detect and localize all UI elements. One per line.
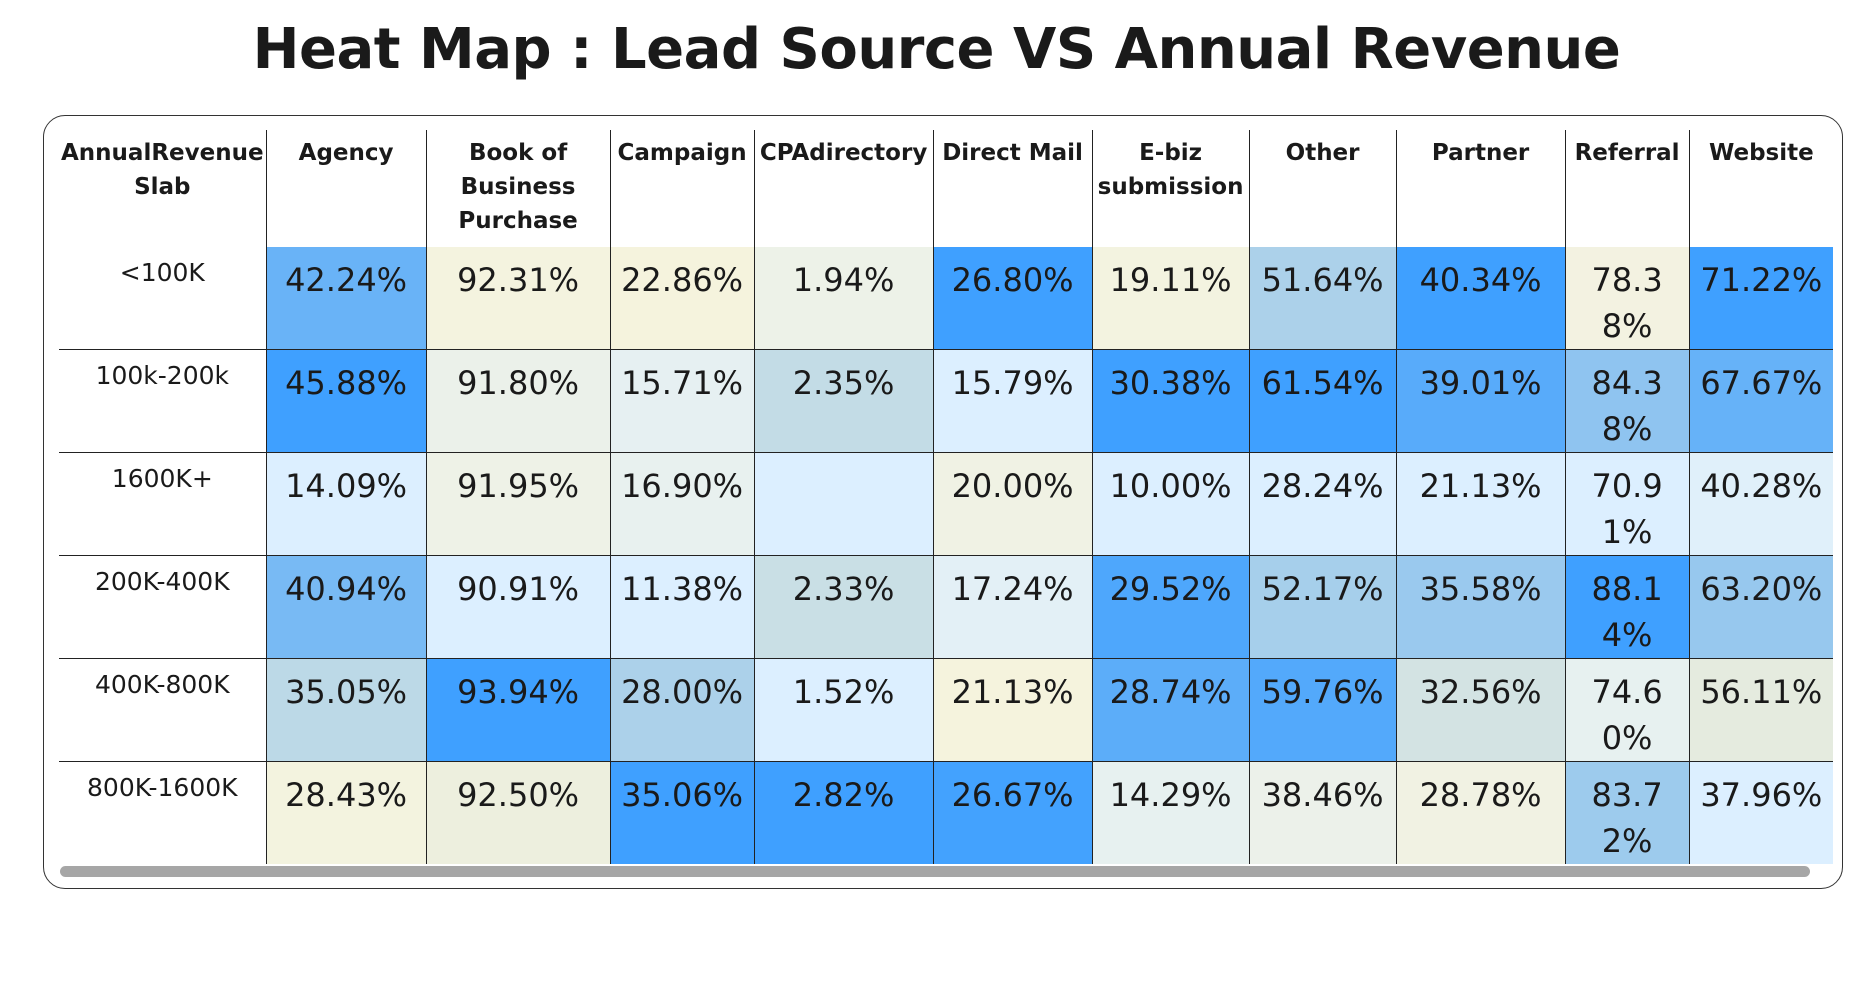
heatmap-row: 800K-1600K 28.43% 92.50% 35.06% 2.82% 26.67% 1… (59, 761, 1834, 864)
heatmap-cell: 28.24% (1249, 452, 1397, 556)
heatmap-cell: 16.90% (610, 452, 755, 556)
heatmap-row: <100K 42.24% 92.31% 22.86% 1.94% 26.80% 19.11%… (59, 247, 1834, 350)
heatmap-cell: 51.64% (1249, 247, 1397, 350)
heatmap-cell: 28.74% (1092, 658, 1250, 762)
column-header: Website (1689, 130, 1834, 247)
column-header: Campaign (610, 130, 755, 247)
heatmap-cell: 17.24% (933, 555, 1093, 659)
heatmap-cell: 71.22% (1689, 247, 1834, 350)
heatmap-cell (754, 452, 934, 556)
column-header: Other (1249, 130, 1397, 247)
heatmap-table: AnnualRevenue Slab Agency Book of Busine… (59, 130, 1834, 864)
heatmap-row: 1600K+ 14.09% 91.95% 16.90% 20.00% 10.00% 28.2… (59, 452, 1834, 556)
column-header: Partner (1396, 130, 1566, 247)
heatmap-cell: 74.60% (1565, 658, 1690, 762)
heatmap-cell: 35.05% (266, 658, 427, 762)
heatmap-cell: 56.11% (1689, 658, 1834, 762)
heatmap-cell: 83.72% (1565, 761, 1690, 864)
heatmap-cell: 28.78% (1396, 761, 1566, 864)
heatmap-cell: 19.11% (1092, 247, 1250, 350)
column-header: E-biz submission (1092, 130, 1250, 247)
heatmap-cell: 28.43% (266, 761, 427, 864)
heatmap-cell: 90.91% (426, 555, 611, 659)
row-label: 400K-800K (59, 658, 267, 762)
heatmap-cell: 14.09% (266, 452, 427, 556)
heatmap-cell: 26.67% (933, 761, 1093, 864)
heatmap-row: 200K-400K 40.94% 90.91% 11.38% 2.33% 17.24% 29… (59, 555, 1834, 659)
heatmap-cell: 21.13% (1396, 452, 1566, 556)
heatmap-cell: 92.31% (426, 247, 611, 350)
heatmap-cell: 28.00% (610, 658, 755, 762)
column-header: Referral (1565, 130, 1690, 247)
heatmap-cell: 10.00% (1092, 452, 1250, 556)
horizontal-scrollbar[interactable] (60, 866, 1810, 877)
heatmap-cell: 30.38% (1092, 349, 1250, 453)
row-header: AnnualRevenue Slab (59, 130, 267, 247)
row-label: 100k-200k (59, 349, 267, 453)
heatmap-cell: 21.13% (933, 658, 1093, 762)
heatmap-cell: 37.96% (1689, 761, 1834, 864)
heatmap-cell: 88.14% (1565, 555, 1690, 659)
heatmap-cell: 59.76% (1249, 658, 1397, 762)
heatmap-cell: 67.67% (1689, 349, 1834, 453)
row-label: 200K-400K (59, 555, 267, 659)
heatmap-cell: 1.52% (754, 658, 934, 762)
column-header: Book of Business Purchase (426, 130, 611, 247)
heatmap-cell: 11.38% (610, 555, 755, 659)
heatmap-row: 100k-200k 45.88% 91.80% 15.71% 2.35% 15.79% 30… (59, 349, 1834, 453)
heatmap-cell: 26.80% (933, 247, 1093, 350)
heatmap-cell: 2.35% (754, 349, 934, 453)
column-header: CPAdirectory (754, 130, 934, 247)
heatmap-cell: 35.58% (1396, 555, 1566, 659)
row-label: 800K-1600K (59, 761, 267, 864)
heatmap-cell: 70.91% (1565, 452, 1690, 556)
heatmap-cell: 92.50% (426, 761, 611, 864)
heatmap-cell: 29.52% (1092, 555, 1250, 659)
heatmap-cell: 40.28% (1689, 452, 1834, 556)
heatmap-cell: 1.94% (754, 247, 934, 350)
heatmap-cell: 40.94% (266, 555, 427, 659)
heatmap-cell: 15.79% (933, 349, 1093, 453)
heatmap-cell: 22.86% (610, 247, 755, 350)
heatmap-cell: 14.29% (1092, 761, 1250, 864)
heatmap-cell: 78.38% (1565, 247, 1690, 350)
heatmap-cell: 15.71% (610, 349, 755, 453)
heatmap-cell: 38.46% (1249, 761, 1397, 864)
heatmap-body: <100K 42.24% 92.31% 22.86% 1.94% 26.80% 19.11%… (59, 247, 1834, 864)
header-row: AnnualRevenue Slab Agency Book of Busine… (59, 130, 1834, 247)
heatmap-cell: 61.54% (1249, 349, 1397, 453)
heatmap-cell: 2.82% (754, 761, 934, 864)
heatmap-cell: 20.00% (933, 452, 1093, 556)
row-label: <100K (59, 247, 267, 350)
heatmap-cell: 39.01% (1396, 349, 1566, 453)
chart-title: Heat Map : Lead Source VS Annual Revenue (252, 17, 1621, 82)
heatmap-cell: 91.95% (426, 452, 611, 556)
column-header: Agency (266, 130, 427, 247)
row-label: 1600K+ (59, 452, 267, 556)
heatmap-cell: 2.33% (754, 555, 934, 659)
heatmap-cell: 45.88% (266, 349, 427, 453)
heatmap-cell: 93.94% (426, 658, 611, 762)
heatmap-cell: 35.06% (610, 761, 755, 864)
heatmap-cell: 52.17% (1249, 555, 1397, 659)
column-header: Direct Mail (933, 130, 1093, 247)
heatmap-cell: 91.80% (426, 349, 611, 453)
heatmap-cell: 40.34% (1396, 247, 1566, 350)
heatmap-cell: 84.38% (1565, 349, 1690, 453)
heatmap-cell: 42.24% (266, 247, 427, 350)
heatmap-cell: 63.20% (1689, 555, 1834, 659)
heatmap-row: 400K-800K 35.05% 93.94% 28.00% 1.52% 21.13% 28… (59, 658, 1834, 762)
heatmap-cell: 32.56% (1396, 658, 1566, 762)
